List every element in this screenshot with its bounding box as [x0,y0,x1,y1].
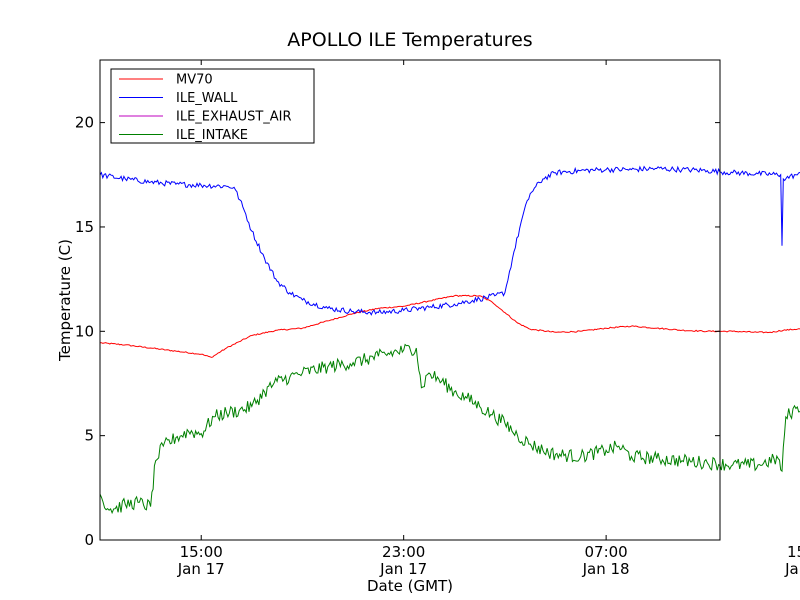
legend-label: ILE_WALL [176,91,238,106]
chart-title: APOLLO ILE Temperatures [287,29,532,51]
x-tick-label-time: 07:00 [585,543,628,561]
plot-frame [99,59,721,541]
y-tick-label: 0 [84,531,94,549]
series-line-ile-intake [99,343,800,515]
legend-label: ILE_EXHAUST_AIR [176,110,292,125]
series-line-mv70 [99,294,800,358]
series-layer [99,165,800,515]
y-tick-label: 10 [75,322,94,340]
legend: MV70 ILE_WALL ILE_EXHAUST_AIR ILE_INTAKE [110,68,315,144]
x-axis-label: Date (GMT) [367,577,453,595]
x-tick-label-time: 15:00 [180,543,223,561]
x-tick-label-date: Jan 18 [784,560,800,578]
x-tick-label-date: Jan 17 [379,560,427,578]
legend-box [110,68,315,144]
x-tick-label-date: Jan 18 [582,560,630,578]
series-line-ile-wall [99,165,800,316]
y-tick-label: 20 [75,114,94,132]
y-tick-label: 15 [75,218,94,236]
legend-label: ILE_INTAKE [176,128,248,143]
legend-label: MV70 [176,73,213,88]
y-axis-label: Temperature (C) [56,239,74,362]
x-tick-label-date: Jan 17 [177,560,225,578]
x-tick-label-time: 23:00 [382,543,425,561]
x-tick-label-time: 15:00 [787,543,800,561]
y-tick-label: 5 [84,427,94,445]
